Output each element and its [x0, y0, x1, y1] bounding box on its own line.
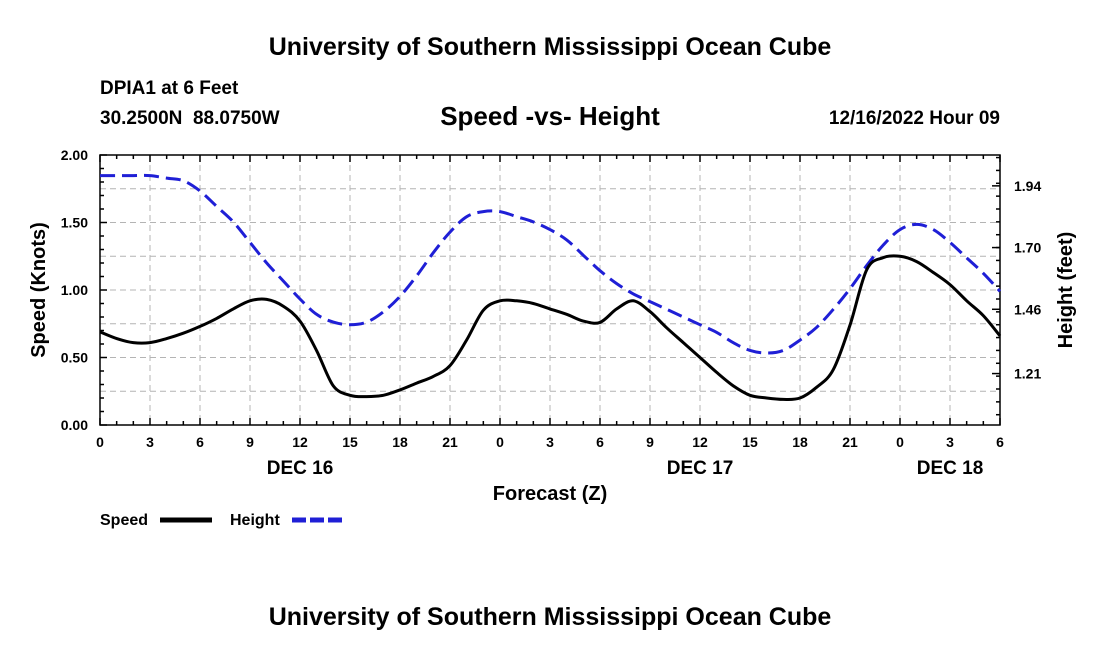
x-tick-label: 3: [546, 434, 554, 450]
chart-title: Speed -vs- Height: [440, 101, 660, 131]
grid-lines: [100, 155, 1000, 425]
x-axis-label: Forecast (Z): [493, 483, 607, 505]
x-tick-label: 3: [146, 434, 154, 450]
series-height-line: [100, 173, 1002, 355]
y-axis-label: Speed (Knots): [28, 222, 50, 358]
y-tick-label: 1.50: [61, 215, 88, 231]
station-coords: 30.2500N 88.0750W: [100, 108, 280, 129]
series-speed-line: [99, 254, 1002, 401]
x-tick-labels: 0 3 6 9 12 15 18 21 0 3 6 9 12 15 18 21 0 3 6: [96, 434, 1004, 450]
x-tick-label: 9: [646, 434, 654, 450]
y-tick-label: 2.00: [61, 147, 88, 163]
y2-tick-label: 1.21: [1014, 366, 1041, 382]
y2-tick-labels: 1.21 1.46 1.70 1.94: [1014, 178, 1041, 382]
x-tick-label: 0: [496, 434, 504, 450]
x-tick-label: 15: [742, 434, 758, 450]
footer-title: University of Southern Mississippi Ocean…: [269, 603, 832, 631]
x-tick-label: 15: [342, 434, 358, 450]
station-name: DPIA1 at 6 Feet: [100, 78, 239, 99]
x-tick-label: 18: [792, 434, 808, 450]
y-tick-labels: 0.00 0.50 1.00 1.50 2.00: [61, 147, 88, 433]
date-label: DEC 17: [667, 458, 734, 479]
forecast-datetime: 12/16/2022 Hour 09: [829, 108, 1000, 129]
y2-tick-label: 1.70: [1014, 240, 1041, 256]
x-tick-label: 6: [996, 434, 1004, 450]
x-tick-label: 3: [946, 434, 954, 450]
y2-tick-label: 1.94: [1014, 178, 1041, 194]
y-tick-label: 1.00: [61, 282, 88, 298]
x-tick-label: 12: [692, 434, 708, 450]
x-tick-label: 9: [246, 434, 254, 450]
x-tick-label: 12: [292, 434, 308, 450]
x-tick-label: 0: [96, 434, 104, 450]
legend-label-height: Height: [230, 512, 280, 529]
x-tick-label: 6: [196, 434, 204, 450]
axis-ticks: [99, 154, 1001, 426]
x-tick-label: 21: [442, 434, 458, 450]
y2-tick-label: 1.46: [1014, 301, 1041, 317]
x-tick-label: 18: [392, 434, 408, 450]
y-tick-label: 0.50: [61, 350, 88, 366]
y2-axis-label: Height (feet): [1055, 232, 1077, 349]
x-tick-label: 6: [596, 434, 604, 450]
date-labels: DEC 16 DEC 17 DEC 18: [267, 458, 984, 479]
legend-label-speed: Speed: [100, 512, 148, 529]
page-title: University of Southern Mississippi Ocean…: [269, 33, 832, 61]
x-tick-label: 0: [896, 434, 904, 450]
legend: Speed Height: [100, 512, 342, 529]
date-label: DEC 16: [267, 458, 334, 479]
y-tick-label: 0.00: [61, 417, 88, 433]
x-tick-label: 21: [842, 434, 858, 450]
date-label: DEC 18: [917, 458, 984, 479]
